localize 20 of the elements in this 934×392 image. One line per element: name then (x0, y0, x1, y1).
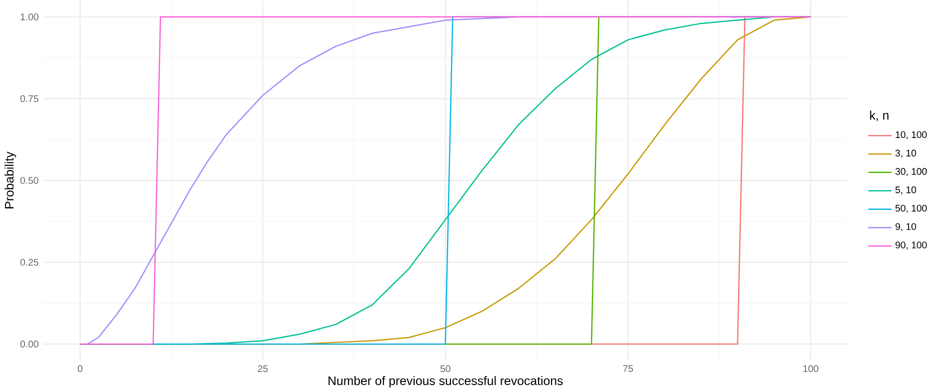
legend-title: k, n (870, 110, 888, 122)
x-tick-label: 100 (803, 365, 818, 372)
x-tick-label: 75 (623, 365, 633, 372)
legend-label: 5, 10 (895, 186, 916, 194)
legend-label: 30, 100 (895, 168, 927, 176)
y-axis-title: Probability (4, 152, 16, 208)
legend-label: 50, 100 (895, 204, 927, 213)
legend-label: 3, 10 (895, 150, 916, 158)
x-tick-label: 0 (78, 365, 82, 372)
legend-label: 10, 100 (896, 131, 927, 140)
x-axis-title: Number of previous successful revocations (328, 376, 563, 388)
x-tick-label: 50 (440, 365, 450, 372)
y-tick-label: 1.00 (20, 13, 38, 20)
legend-label: 90, 100 (896, 242, 927, 250)
x-tick-label: 25 (258, 365, 268, 372)
y-tick-label: 0.00 (20, 340, 38, 348)
y-tick-label: 0.25 (20, 258, 38, 266)
y-tick-label: 0.50 (20, 177, 38, 184)
y-tick-label: 0.75 (20, 95, 38, 102)
legend-label: 9, 10 (896, 223, 916, 232)
